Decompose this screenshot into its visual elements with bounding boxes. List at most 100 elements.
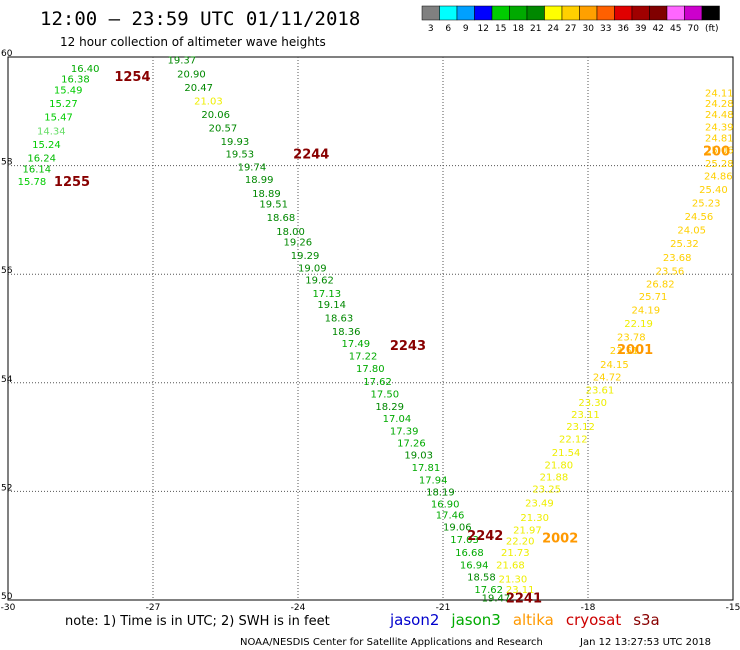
swh-value: 23.68	[663, 253, 692, 264]
swh-value: 16.14	[23, 164, 52, 175]
swh-value: 19.53	[226, 150, 255, 161]
colorbar-swatch	[474, 5, 493, 21]
swh-value: 23.30	[578, 398, 607, 409]
colorbar-swatch	[614, 5, 633, 21]
footer-credit: NOAA/NESDIS Center for Satellite Applica…	[240, 637, 543, 648]
pass-label: 1255	[54, 175, 90, 190]
swh-value: 16.90	[431, 499, 460, 510]
swh-value: 19.29	[291, 251, 320, 262]
pass-label: 1254	[114, 70, 150, 85]
swh-value: 15.27	[49, 99, 78, 110]
swh-value: 17.49	[342, 339, 371, 350]
swh-value: 22.20	[506, 536, 535, 547]
colorbar-swatch	[631, 5, 650, 21]
swh-value: 21.30	[499, 574, 528, 585]
swh-value: 23.12	[566, 422, 595, 433]
footer-timestamp: Jan 12 13:27:53 UTC 2018	[579, 637, 711, 648]
footer-note: note: 1) Time is in UTC; 2) SWH is in fe…	[65, 614, 330, 629]
swh-value: 20.06	[201, 110, 230, 121]
swh-value: 23.11	[571, 410, 600, 421]
x-tick-label: -18	[581, 603, 596, 613]
pass-labels: 1254 1255 2244 2243 2242 2241 2002 2001 200	[54, 70, 730, 606]
swh-value: 19.14	[317, 300, 346, 311]
swh-value: 18.36	[332, 327, 361, 338]
swh-value: 21.80	[545, 460, 574, 471]
colorbar-label: 12	[478, 24, 489, 34]
swh-value: 17.50	[371, 390, 400, 401]
swh-value: 18.19	[426, 487, 455, 498]
swh-value: 25.40	[699, 185, 728, 196]
swh-value: 16.24	[27, 153, 56, 164]
colorbar-swatch	[684, 5, 703, 21]
swh-value: 17.62	[474, 585, 503, 596]
colorbar-swatch	[701, 5, 720, 21]
x-tick-label: -21	[436, 603, 451, 613]
chart-title: 12:00 — 23:59 UTC 01/11/2018	[40, 8, 360, 30]
colorbar-label: 24	[548, 24, 560, 34]
swh-value: 19.62	[305, 276, 334, 287]
y-tick-label: 58	[1, 158, 13, 168]
swh-value: 21.88	[540, 473, 569, 484]
y-tick-label: 54	[1, 375, 13, 385]
swh-value: 24.81	[705, 133, 734, 144]
swh-value: 21.30	[520, 513, 549, 524]
swh-value: 22.19	[624, 319, 653, 330]
pass-label: 2242	[467, 529, 503, 544]
colorbar-label: 3	[428, 24, 434, 34]
colorbar-label: 9	[463, 24, 469, 34]
colorbar-swatch	[666, 5, 685, 21]
swh-value: 17.80	[356, 364, 385, 375]
swh-value: 21.97	[513, 525, 542, 536]
y-tick-label: 60	[1, 49, 13, 59]
swh-value: 24.48	[705, 110, 734, 121]
swh-value: 18.29	[375, 402, 404, 413]
swh-value: 19.37	[168, 56, 197, 67]
swh-value: 25.28	[705, 159, 734, 170]
swh-value: 26.82	[646, 279, 675, 290]
chart-subtitle: 12 hour collection of altimeter wave hei…	[60, 35, 326, 49]
swh-value: 20.90	[177, 69, 206, 80]
swh-value: 23.78	[617, 333, 646, 344]
colorbar-label: 21	[530, 24, 541, 34]
swh-value: 24.72	[593, 372, 622, 383]
swh-value: 18.00	[276, 227, 305, 238]
colorbar-label: 45	[670, 24, 681, 34]
swh-value: 17.04	[383, 414, 412, 425]
colorbar-swatch	[421, 5, 440, 21]
swh-value: 23.56	[656, 266, 685, 277]
swh-value: 17.81	[412, 463, 441, 474]
swh-value: 18.99	[245, 175, 274, 186]
swh-value: 16.68	[455, 548, 484, 559]
colorbar-legend: 3 6 9 12 15 18 21 24 27 30 33 36 39 42 45 70 (ft)	[421, 5, 720, 34]
colorbar-swatch	[596, 5, 615, 21]
satellite-label: altika	[513, 611, 554, 629]
swh-value: 24.11	[705, 88, 734, 99]
swh-value: 24.15	[600, 360, 629, 371]
plot-area: -30 -27 -24 -21 -18 -15 50 52 54 56 58 60 16.4016.3…	[1, 49, 740, 613]
gridlines	[8, 57, 733, 600]
colorbar-label: 30	[583, 24, 595, 34]
swh-value: 19.03	[404, 450, 433, 461]
swh-value: 17.46	[436, 511, 465, 522]
pass-label: 2002	[542, 532, 578, 547]
y-tick-label: 52	[1, 483, 12, 493]
swh-value: 19.26	[284, 238, 313, 249]
swh-value: 21.03	[194, 96, 223, 107]
swh-value: 19.06	[443, 523, 472, 534]
pass-label: 2243	[390, 339, 426, 354]
swh-value: 20.57	[209, 124, 238, 135]
colorbar-label: 33	[600, 24, 611, 34]
swh-value: 24.28	[705, 99, 734, 110]
swh-value: 18.89	[252, 189, 281, 200]
swh-value: 24.39	[705, 123, 734, 134]
colorbar-label: 6	[445, 24, 451, 34]
swh-value: 15.47	[44, 113, 73, 124]
swh-value: 18.68	[267, 213, 296, 224]
colorbar-label: 42	[653, 24, 664, 34]
swh-value: 19.47	[482, 593, 511, 604]
swh-value: 22.12	[559, 435, 588, 446]
colorbar-swatch	[439, 5, 458, 21]
swh-value: 17.26	[397, 439, 426, 450]
x-tick-label: -27	[146, 603, 161, 613]
colorbar-swatch	[509, 5, 528, 21]
